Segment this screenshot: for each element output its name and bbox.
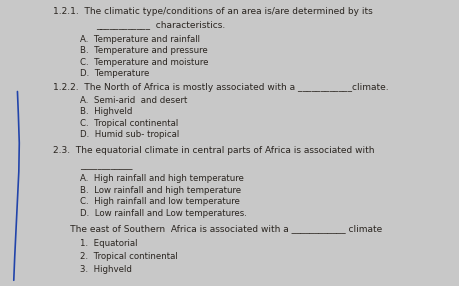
Text: 3.  Highveld: 3. Highveld (80, 265, 132, 274)
Text: 1.2.2.  The North of Africa is mostly associated with a ____________climate.: 1.2.2. The North of Africa is mostly ass… (53, 83, 388, 92)
Text: The east of Southern  Africa is associated with a ____________ climate: The east of Southern Africa is associate… (53, 225, 382, 233)
Text: 2.3.  The equatorial climate in central parts of Africa is associated with: 2.3. The equatorial climate in central p… (53, 146, 374, 155)
Text: C.  Tropical continental: C. Tropical continental (80, 119, 179, 128)
Text: B.  Highveld: B. Highveld (80, 107, 133, 116)
Text: B.  Temperature and pressure: B. Temperature and pressure (80, 46, 208, 55)
Text: A.  High rainfall and high temperature: A. High rainfall and high temperature (80, 174, 244, 183)
Text: B.  Low rainfall and high temperature: B. Low rainfall and high temperature (80, 186, 241, 195)
Text: 2.  Tropical continental: 2. Tropical continental (80, 252, 178, 261)
Text: C.  Temperature and moisture: C. Temperature and moisture (80, 58, 209, 67)
Text: ____________  characteristics.: ____________ characteristics. (96, 21, 226, 29)
Text: A.  Semi-arid  and desert: A. Semi-arid and desert (80, 96, 188, 105)
Text: 1.2.1.  The climatic type/conditions of an area is/are determined by its: 1.2.1. The climatic type/conditions of a… (53, 7, 373, 16)
Text: D.  Low rainfall and Low temperatures.: D. Low rainfall and Low temperatures. (80, 209, 247, 218)
Text: 1.  Equatorial: 1. Equatorial (80, 239, 138, 248)
Text: D.  Humid sub- tropical: D. Humid sub- tropical (80, 130, 179, 139)
Text: ____________: ____________ (80, 162, 133, 170)
Text: D.  Temperature: D. Temperature (80, 69, 150, 78)
Text: A.  Temperature and rainfall: A. Temperature and rainfall (80, 35, 200, 44)
Text: C.  High rainfall and low temperature: C. High rainfall and low temperature (80, 197, 240, 206)
